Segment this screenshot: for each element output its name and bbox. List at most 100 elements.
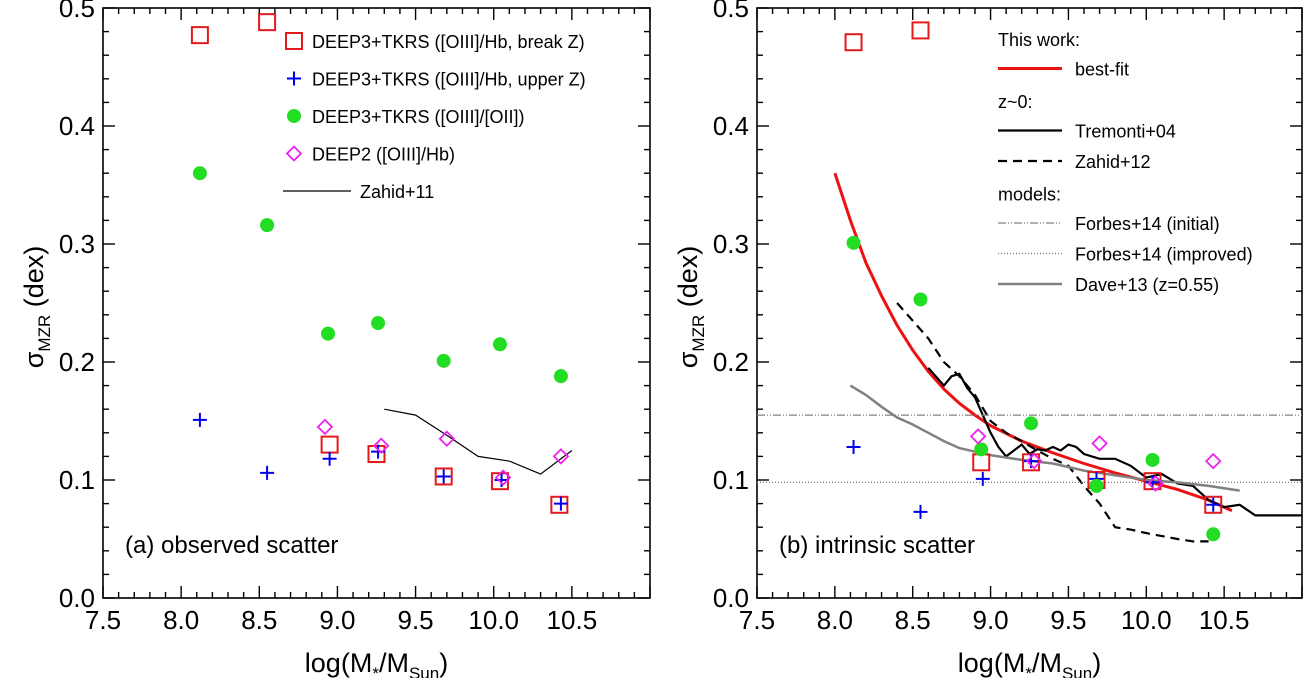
- legend: DEEP3+TKRS ([OIII]/Hb, break Z) DEEP3+TKR…: [283, 32, 586, 202]
- series-2-points: [192, 166, 568, 384]
- data-point-diamond: [316, 418, 334, 436]
- data-point-diamond: [1204, 452, 1222, 470]
- data-point-plus: [436, 469, 451, 484]
- data-point-square: [320, 435, 339, 454]
- y-tick-label: 0.3: [59, 229, 95, 259]
- data-point-circle: [553, 369, 568, 384]
- data-point-diamond: [552, 448, 570, 465]
- x-axis-title: log(M*/MSun): [305, 648, 448, 678]
- plot-frame: [102, 7, 651, 599]
- series-line-5: [927, 367, 1302, 517]
- x-tick-label: 8.0: [163, 605, 199, 635]
- x-tick-label: 8.0: [817, 605, 853, 635]
- data-point-plus: [322, 451, 337, 466]
- data-point-plus: [494, 473, 509, 487]
- series-1-points: [192, 412, 568, 511]
- data-point-plus: [260, 465, 275, 480]
- x-tick-label: 9.5: [1050, 605, 1086, 635]
- data-point-square: [550, 495, 569, 514]
- x-tick-label: 10.0: [1121, 605, 1172, 635]
- legend-label: Dave+13 (z=0.55): [1075, 275, 1219, 295]
- data-point-circle: [321, 326, 336, 341]
- data-point-circle: [260, 218, 275, 233]
- legend-marker-circle: [287, 109, 301, 123]
- legend-marker-diamond: [285, 145, 303, 162]
- data-point-square: [1204, 495, 1223, 514]
- panel-annotation: (a) observed scatter: [125, 532, 338, 559]
- data-point-circle: [436, 353, 451, 368]
- data-point-plus: [1206, 497, 1221, 512]
- x-tick-label: 10.0: [468, 605, 519, 635]
- x-tick-label: 9.0: [319, 605, 355, 635]
- x-axis-title: log(M*/MSun): [958, 648, 1101, 678]
- series-lines: [384, 408, 573, 475]
- legend-label: best-fit: [1075, 60, 1129, 80]
- series-line-6: [896, 302, 1209, 543]
- y-tick-label: 0.3: [713, 229, 749, 259]
- data-point-square: [190, 26, 209, 45]
- data-point-circle: [192, 166, 207, 181]
- data-point-plus: [913, 504, 928, 519]
- legend-marker-plus: [287, 71, 301, 86]
- data-point-diamond: [969, 428, 987, 445]
- x-tick-label: 8.5: [241, 605, 277, 635]
- data-point-circle: [913, 292, 928, 307]
- x-tick-label: 9.5: [397, 605, 433, 635]
- y-tick-label: 0.0: [713, 583, 749, 613]
- data-point-plus: [553, 496, 568, 511]
- series-2-points: [846, 235, 1221, 542]
- series-3-points: [969, 428, 1222, 492]
- series-0-points: [190, 13, 569, 514]
- data-point-square: [972, 453, 991, 472]
- data-point-plus: [975, 471, 990, 486]
- data-point-square: [434, 467, 453, 486]
- legend-label: DEEP2 ([OIII]/Hb): [312, 145, 455, 165]
- legend-label: Forbes+14 (initial): [1075, 214, 1220, 234]
- x-tick-label: 9.0: [972, 605, 1008, 635]
- data-point-diamond: [372, 437, 390, 455]
- legend-group-heading: This work:: [998, 30, 1080, 50]
- x-tick-label: 7.5: [739, 605, 775, 635]
- legend-label: DEEP3+TKRS ([OIII]/[OII]): [312, 107, 525, 127]
- data-point-circle: [1024, 416, 1039, 431]
- y-tick-label: 0.5: [713, 0, 749, 23]
- x-tick-label: 10.5: [1199, 605, 1250, 635]
- legend-group-heading: z~0:: [998, 92, 1033, 112]
- y-tick-label: 0.0: [59, 583, 95, 613]
- data-point-diamond: [1091, 435, 1108, 452]
- data-point-plus: [192, 412, 207, 427]
- legend-label: Tremonti+04: [1075, 122, 1176, 142]
- y-tick-label: 0.4: [713, 111, 749, 141]
- data-point-circle: [1145, 452, 1160, 467]
- legend-label: DEEP3+TKRS ([OIII]/Hb, upper Z): [312, 70, 586, 90]
- legend: This work: best-fit z~0: Tremonti+04 Zahid+1…: [998, 30, 1253, 295]
- series-0-points: [844, 21, 1223, 514]
- data-point-circle: [492, 337, 507, 352]
- data-point-circle: [974, 442, 989, 457]
- series-lines: [757, 172, 1302, 543]
- data-point-circle: [846, 235, 861, 250]
- y-tick-label: 0.2: [713, 347, 749, 377]
- plot-frame: [756, 7, 1303, 599]
- data-point-circle: [1089, 478, 1104, 493]
- panel-b-intrinsic-scatter: 7.5 8.0 8.5 9.0 9.5 10.0 10.5 0.0 0.1 0.2 0.3 0.4 0.…: [673, 0, 1303, 678]
- panel-a-observed-scatter: 7.5 8.0 8.5 9.0 9.5 10.0 10.5 0.0 0.1 0.2 0.3 0.4 0.…: [19, 0, 651, 678]
- data-point-square: [367, 445, 386, 464]
- series-line-4: [384, 408, 573, 475]
- panel-annotation: (b) intrinsic scatter: [779, 532, 975, 559]
- y-tick-label: 0.1: [713, 465, 749, 495]
- data-point-circle: [1206, 527, 1221, 542]
- legend-label: Forbes+14 (improved): [1075, 245, 1253, 265]
- data-point-diamond: [1147, 475, 1164, 492]
- y-axis-title: σMZR (dex): [673, 246, 708, 369]
- legend-label: Zahid+12: [1075, 152, 1151, 172]
- y-tick-label: 0.1: [59, 465, 95, 495]
- data-point-diamond: [1025, 452, 1043, 470]
- data-point-square: [258, 13, 277, 32]
- legend-marker-square: [285, 32, 303, 50]
- x-tick-label: 8.5: [895, 605, 931, 635]
- x-tick-label: 10.5: [547, 605, 598, 635]
- data-point-square: [844, 33, 863, 52]
- data-point-diamond: [494, 469, 512, 486]
